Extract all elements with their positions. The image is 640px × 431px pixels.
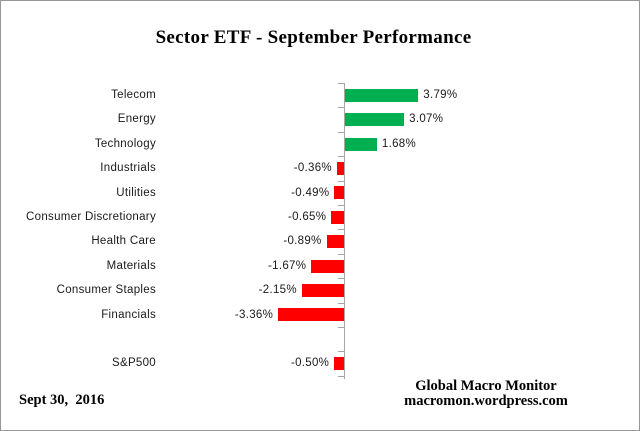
category-label: Energy: [117, 113, 156, 126]
attribution-line1: Global Macro Monitor: [415, 378, 557, 394]
category-label: Consumer Staples: [56, 284, 156, 297]
bar: [326, 235, 344, 249]
value-axis: [344, 83, 345, 379]
value-label: -3.36%: [234, 308, 274, 321]
value-label: -1.67%: [268, 259, 307, 272]
value-label: -0.50%: [290, 357, 330, 370]
value-label: 3.79%: [423, 89, 458, 101]
value-label: -0.49%: [291, 186, 330, 199]
chart-title: Sector ETF - September Performance: [155, 27, 472, 48]
category-label: Telecom: [111, 89, 156, 101]
value-label: -0.36%: [293, 162, 332, 175]
category-label: Utilities: [116, 186, 156, 199]
axis-tick: [338, 302, 345, 304]
category-label: Consumer Discretionary: [26, 211, 156, 223]
bar: [331, 210, 344, 224]
bar: [311, 259, 344, 273]
category-label: Industrials: [100, 162, 156, 175]
bar: [344, 113, 405, 127]
bar: [336, 161, 344, 175]
category-label: S&P500: [112, 357, 156, 370]
value-label: -0.89%: [283, 235, 322, 248]
axis-tick: [338, 229, 345, 231]
attribution-block: Global Macro Monitor macromon.wordpress.…: [356, 379, 616, 408]
axis-tick: [338, 278, 345, 280]
bar: [344, 88, 419, 102]
axis-tick: [338, 107, 345, 109]
axis-tick: [338, 253, 345, 255]
bar: [301, 283, 344, 297]
category-label: Materials: [106, 259, 156, 272]
axis-tick: [338, 180, 345, 182]
category-label: Health Care: [91, 235, 156, 248]
category-label: Financials: [101, 308, 156, 321]
axis-tick: [338, 205, 345, 206]
axis-tick: [338, 351, 345, 353]
axis-tick: [338, 327, 345, 328]
value-label: -0.65%: [288, 211, 327, 223]
value-label: 1.68%: [381, 137, 417, 150]
category-label: Technology: [94, 137, 156, 150]
bar: [334, 357, 344, 371]
value-label: -2.15%: [258, 284, 297, 297]
axis-tick: [338, 375, 345, 377]
axis-tick: [338, 131, 345, 133]
bar: [334, 186, 344, 200]
bar: [344, 137, 377, 151]
value-label: 3.07%: [409, 113, 444, 126]
axis-tick: [338, 83, 345, 84]
bar: [278, 308, 344, 322]
axis-tick: [338, 156, 345, 158]
attribution-line2: macromon.wordpress.com: [404, 392, 568, 409]
date-label: Sept 30, 2016: [19, 392, 105, 408]
